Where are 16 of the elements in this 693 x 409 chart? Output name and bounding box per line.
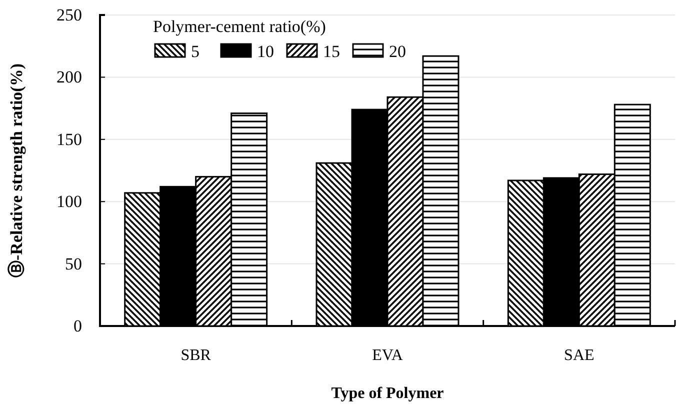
x-axis-title: Type of Polymer: [331, 385, 444, 402]
y-tick-label: 100: [56, 192, 82, 212]
x-tick-label: EVA: [372, 347, 404, 364]
legend-label: 15: [323, 42, 340, 61]
y-tick-label: 200: [56, 68, 82, 87]
legend-label: 5: [191, 42, 200, 61]
y-tick-label: 250: [56, 5, 82, 24]
x-tick-label: SAE: [564, 347, 594, 364]
legend-title: Polymer-cement ratio(%): [153, 17, 326, 36]
y-tick-label: 50: [65, 254, 82, 274]
x-tick-label: SBR: [180, 347, 212, 364]
legend-label: 20: [389, 42, 406, 61]
y-tick-label: 0: [74, 316, 82, 336]
y-tick-label: 150: [56, 130, 82, 149]
legend-label: 10: [257, 42, 274, 61]
y-axis-title: Ⓑ-Relative strength ratio(%): [7, 63, 26, 278]
